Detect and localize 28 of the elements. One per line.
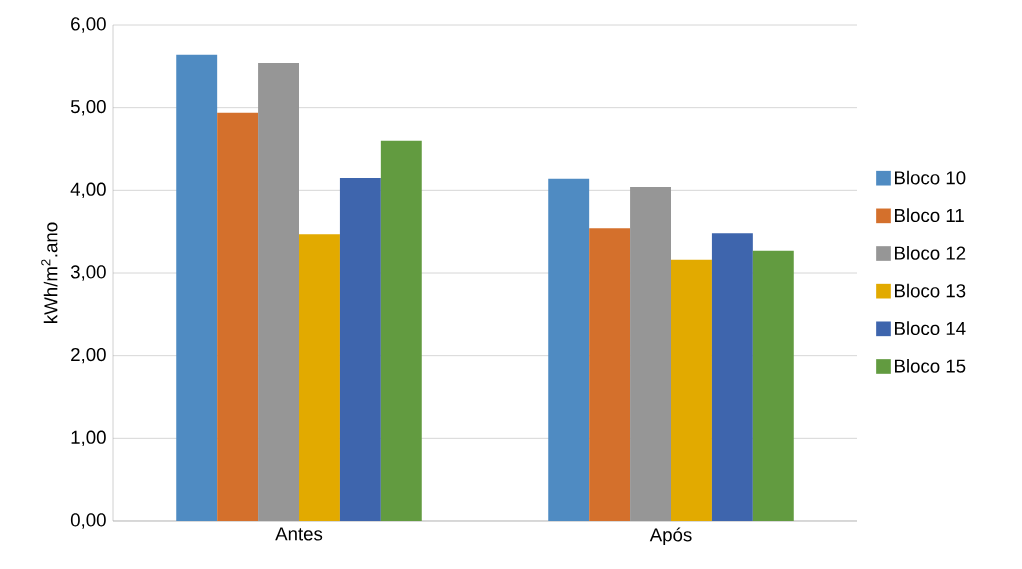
bar	[548, 178, 590, 521]
bar	[711, 233, 753, 521]
legend-label: Bloco 12	[895, 246, 966, 260]
y-tick-label: 4,00	[70, 182, 106, 199]
bar	[299, 234, 340, 521]
y-tick-label: 3,00	[70, 265, 106, 281]
bar	[339, 177, 381, 521]
bar	[671, 259, 712, 521]
legend-label: Bloco 14	[895, 321, 966, 336]
legend-label: Bloco 15	[895, 358, 966, 373]
legend-label: Bloco 10	[895, 170, 966, 185]
x-tick-label: Após	[649, 527, 692, 546]
y-axis-title: kWh/m$^{2}$.ano	[41, 222, 58, 323]
y-tick-label: 6,00	[71, 17, 106, 33]
bar	[380, 140, 422, 521]
legend-label: Bloco 13	[895, 283, 966, 298]
bar	[589, 228, 631, 521]
y-tick-label: 1,00	[71, 430, 106, 447]
bar	[176, 54, 218, 521]
x-tick-label: Antes	[275, 527, 323, 541]
bar	[258, 63, 299, 521]
y-tick-label: 5,00	[70, 99, 106, 116]
bar	[752, 250, 794, 521]
legend-label: Bloco 11	[895, 208, 964, 223]
y-tick-label: 2,00	[71, 347, 106, 364]
y-tick-label: 0,00	[70, 513, 106, 529]
bar	[630, 187, 671, 521]
bar	[217, 112, 259, 521]
